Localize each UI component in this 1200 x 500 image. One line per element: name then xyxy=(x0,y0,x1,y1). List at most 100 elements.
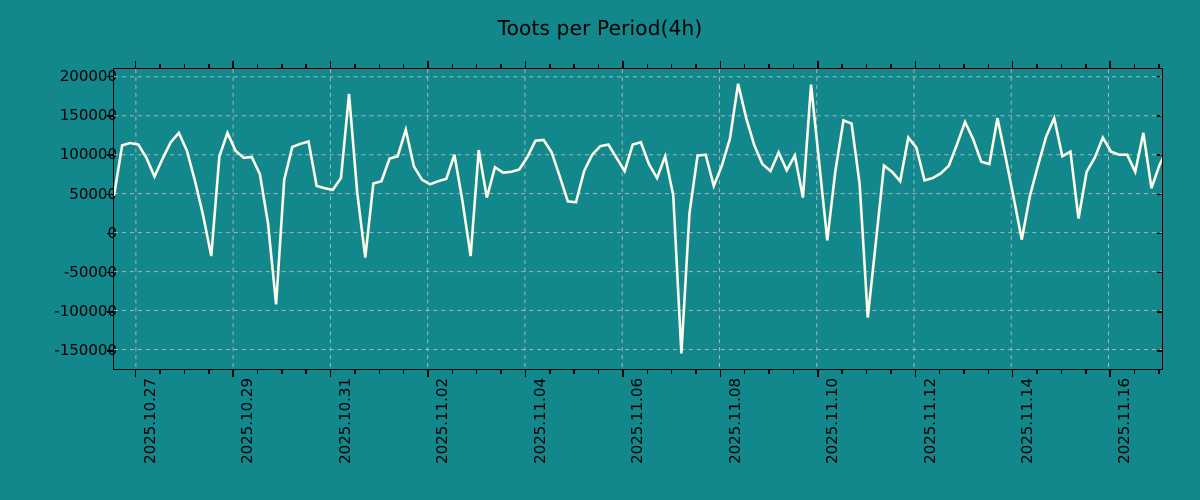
x-axis-tick-mark xyxy=(500,64,502,68)
x-axis-tick-mark xyxy=(1060,64,1063,68)
x-axis-tick-mark xyxy=(329,370,332,377)
x-axis-tick-mark xyxy=(549,64,551,68)
x-axis-tick-mark xyxy=(305,64,307,68)
x-axis-tick-label: 2025.11.04 xyxy=(530,378,549,464)
y-axis-tick-mark xyxy=(107,271,113,274)
y-axis-tick-mark xyxy=(107,154,113,156)
x-axis-tick-mark xyxy=(451,64,454,68)
y-axis-tick-mark xyxy=(107,193,113,195)
x-axis-tick-mark xyxy=(817,61,819,68)
x-axis-tick-label: 2025.10.31 xyxy=(335,378,354,464)
x-axis-tick-mark xyxy=(573,64,575,68)
x-axis-tick-mark xyxy=(134,370,137,377)
plot-canvas xyxy=(114,69,1162,369)
x-axis-tick-mark xyxy=(402,370,405,374)
y-axis-tick-mark xyxy=(107,75,113,78)
x-axis-tick-mark xyxy=(646,370,649,374)
x-axis-tick-label: 2025.11.08 xyxy=(725,378,744,464)
x-axis-tick-mark xyxy=(622,61,624,68)
x-axis-tick-mark xyxy=(743,370,746,374)
x-axis-tick-mark xyxy=(938,370,941,374)
x-axis-tick-mark xyxy=(1109,370,1111,377)
x-axis-tick-mark xyxy=(841,64,843,68)
x-axis-tick-mark xyxy=(378,64,381,68)
y-axis-tick-mark xyxy=(1157,115,1163,117)
x-axis-tick-mark xyxy=(743,64,746,68)
y-axis-tick-label: -150000 xyxy=(54,341,117,360)
x-axis-tick-mark xyxy=(159,370,161,374)
x-axis-tick-mark xyxy=(597,64,600,68)
x-axis-tick-mark xyxy=(232,370,234,377)
y-axis-tick-mark xyxy=(107,311,113,313)
x-axis-tick-mark xyxy=(256,64,259,68)
y-axis-tick-mark xyxy=(107,350,113,352)
x-axis-tick-mark xyxy=(1060,370,1063,374)
x-axis-tick-mark xyxy=(865,370,868,374)
x-axis-tick-mark xyxy=(719,370,722,377)
x-axis-tick-mark xyxy=(159,64,161,68)
x-axis-tick-mark xyxy=(938,64,941,68)
y-axis-tick-mark xyxy=(1157,193,1163,195)
x-axis-tick-mark xyxy=(281,64,283,68)
x-axis-tick-mark xyxy=(573,370,575,374)
x-axis-tick-mark xyxy=(695,64,697,68)
x-axis-tick-mark xyxy=(719,61,722,68)
x-axis-tick-mark xyxy=(256,370,259,374)
x-axis-tick-mark xyxy=(329,61,332,68)
x-axis-tick-mark xyxy=(768,370,770,374)
x-axis-tick-mark xyxy=(1133,370,1136,374)
y-axis-tick-mark xyxy=(1157,75,1163,78)
x-axis-tick-mark xyxy=(1133,64,1136,68)
x-axis-tick-label: 2025.11.06 xyxy=(628,378,647,464)
x-axis-tick-mark xyxy=(427,61,429,68)
x-axis-tick-label: 2025.10.27 xyxy=(140,378,159,464)
x-axis-tick-mark xyxy=(134,61,137,68)
y-axis-tick-mark xyxy=(107,232,113,235)
x-axis-tick-mark xyxy=(354,370,356,374)
x-axis-tick-mark xyxy=(622,370,624,377)
x-axis-tick-mark xyxy=(475,64,478,68)
x-axis-tick-label: 2025.10.29 xyxy=(238,378,257,464)
x-axis-tick-layer: 2025.10.27 2025.10.29 2025.10.31 2025.11.02… xyxy=(113,61,1163,464)
y-axis-tick-label: -100000 xyxy=(54,302,117,321)
x-axis-tick-mark xyxy=(281,370,283,374)
x-axis-tick-mark xyxy=(890,370,892,374)
x-axis-tick-mark xyxy=(378,370,381,374)
x-axis-tick-mark xyxy=(475,370,478,374)
x-axis-tick-mark xyxy=(354,64,356,68)
x-axis-tick-mark xyxy=(963,64,965,68)
x-axis-tick-mark xyxy=(183,370,186,374)
y-axis-tick-label: 100000 xyxy=(59,145,117,164)
x-axis-tick-label: 2025.11.12 xyxy=(920,378,939,464)
y-axis-tick-mark xyxy=(1157,350,1163,352)
x-axis-tick-mark xyxy=(768,64,770,68)
x-axis-tick-mark xyxy=(1085,64,1087,68)
x-axis-tick-mark xyxy=(1036,64,1038,68)
x-axis-tick-mark xyxy=(524,61,527,68)
x-axis-tick-mark xyxy=(232,61,234,68)
y-axis-tick-mark xyxy=(1157,311,1163,313)
x-axis-tick-mark xyxy=(208,370,210,374)
x-axis-tick-mark xyxy=(1011,370,1014,377)
x-axis-tick-mark xyxy=(427,370,429,377)
y-axis-tick-label: 200000 xyxy=(59,66,117,85)
x-axis-tick-mark xyxy=(183,64,186,68)
x-axis-tick-mark xyxy=(695,370,697,374)
x-axis-tick-mark xyxy=(670,64,673,68)
x-axis-tick-mark xyxy=(963,370,965,374)
x-axis-tick-mark xyxy=(1085,370,1087,374)
data-series-line xyxy=(114,84,1162,354)
x-axis-tick-mark xyxy=(914,370,916,377)
plot-area xyxy=(113,68,1163,370)
y-axis-tick-mark xyxy=(1157,271,1163,274)
x-axis-tick-mark xyxy=(1158,64,1160,68)
x-axis-tick-mark xyxy=(792,370,795,374)
x-axis-tick-mark xyxy=(305,370,307,374)
y-axis-tick-label: -50000 xyxy=(63,262,117,281)
x-axis-tick-mark xyxy=(1011,61,1014,68)
x-axis-tick-mark xyxy=(987,370,990,374)
x-axis-tick-mark xyxy=(890,64,892,68)
y-axis-tick-mark xyxy=(1157,232,1163,235)
x-axis-tick-label: 2025.11.02 xyxy=(433,378,452,464)
